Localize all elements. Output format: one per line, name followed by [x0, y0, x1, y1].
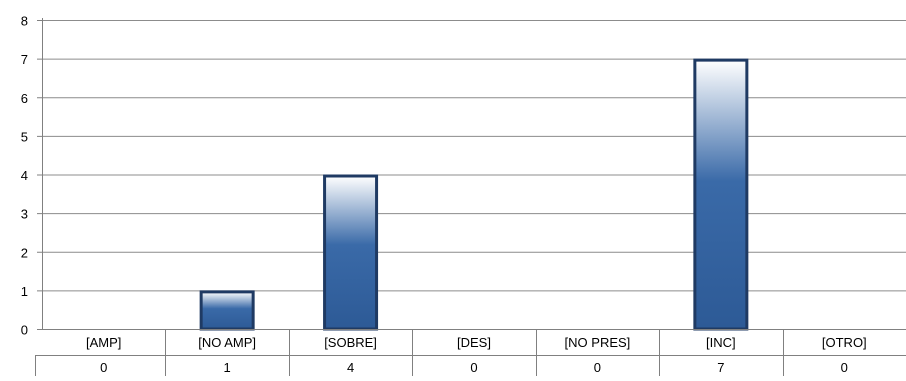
y-tick-label: 1	[21, 284, 28, 299]
y-tick-label: 6	[21, 91, 28, 106]
category-label: [OTRO]	[822, 335, 867, 350]
category-label: [AMP]	[86, 335, 121, 350]
data-table-value: 4	[347, 360, 354, 375]
y-tick-label: 3	[21, 207, 28, 222]
gridlines	[42, 20, 906, 292]
y-axis-tick-labels: 0 1 2 3 4 5 6 7 8	[21, 14, 28, 338]
y-tick-label: 7	[21, 52, 28, 67]
y-tick-label: 5	[21, 129, 28, 144]
bar-no-amp	[199, 290, 255, 331]
y-tick-label: 8	[21, 14, 28, 29]
category-label: [SOBRE]	[324, 335, 377, 350]
data-table-value: 0	[841, 360, 848, 375]
bars	[199, 58, 749, 331]
category-label: [DES]	[457, 335, 491, 350]
y-tick-label: 2	[21, 245, 28, 260]
data-table-value: 0	[100, 360, 107, 375]
y-tick-label: 4	[21, 168, 28, 183]
data-table: [AMP] 0 [NO AMP] 1 [SOBRE] 4 [DES] 0 [NO PRES] 0 […	[35, 329, 906, 376]
category-label: [NO PRES]	[565, 335, 631, 350]
data-table-value: 0	[470, 360, 477, 375]
axes	[37, 18, 906, 330]
data-table-value: 1	[224, 360, 231, 375]
data-table-value: 7	[717, 360, 724, 375]
y-tick-label: 0	[21, 323, 28, 338]
bar-inc	[693, 58, 749, 331]
data-table-value: 0	[594, 360, 601, 375]
category-label: [INC]	[706, 335, 736, 350]
category-label: [NO AMP]	[198, 335, 256, 350]
bar-sobre	[323, 174, 379, 331]
